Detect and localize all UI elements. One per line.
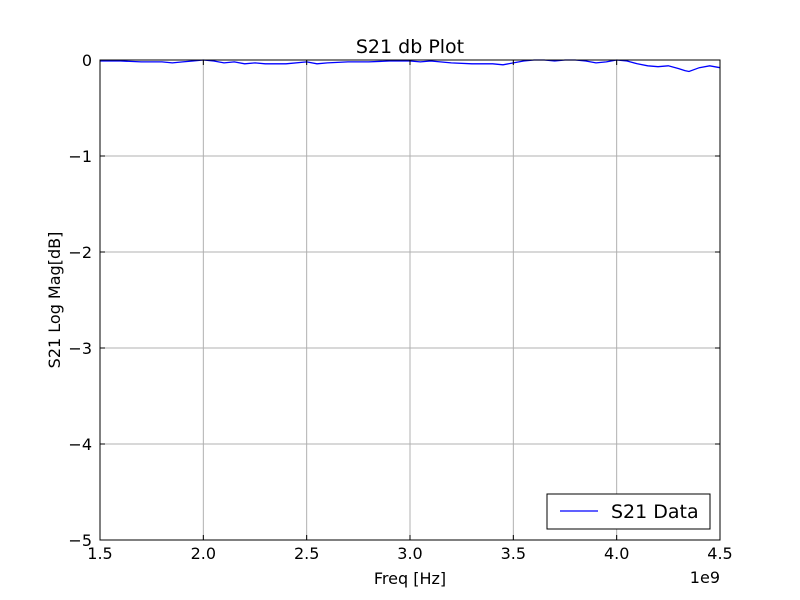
legend: S21 Data xyxy=(546,493,711,530)
legend-entry-s21-data: S21 Data xyxy=(611,501,699,523)
y-tick-label: −3 xyxy=(68,339,92,358)
x-tick-label: 4.5 xyxy=(707,544,732,563)
y-tick-label: −2 xyxy=(68,243,92,262)
grid xyxy=(100,60,720,540)
y-tick-label: −5 xyxy=(68,531,92,550)
y-axis-label: S21 Log Mag[dB] xyxy=(45,232,64,369)
series-layer xyxy=(100,59,721,73)
x-tick-label: 2.0 xyxy=(191,544,216,563)
y-tick-label: 0 xyxy=(82,51,92,70)
x-tick-label: 3.5 xyxy=(501,544,526,563)
series-line-s21-data xyxy=(100,59,721,73)
x-axis-multiplier: 1e9 xyxy=(690,568,720,587)
y-tick-label: −4 xyxy=(68,435,92,454)
chart-title: S21 db Plot xyxy=(356,36,464,58)
x-tick-label: 3.0 xyxy=(397,544,422,563)
axis-ticks xyxy=(99,59,721,541)
y-tick-label: −1 xyxy=(68,147,92,166)
x-tick-label: 1.5 xyxy=(87,544,112,563)
x-tick-label: 4.0 xyxy=(604,544,629,563)
x-tick-labels: 1.5 2.0 2.5 3.0 3.5 4.0 4.5 xyxy=(87,544,732,563)
y-tick-labels: 0 −1 −2 −3 −4 −5 xyxy=(68,51,92,550)
x-axis-label: Freq [Hz] xyxy=(374,569,446,588)
x-tick-label: 2.5 xyxy=(294,544,319,563)
